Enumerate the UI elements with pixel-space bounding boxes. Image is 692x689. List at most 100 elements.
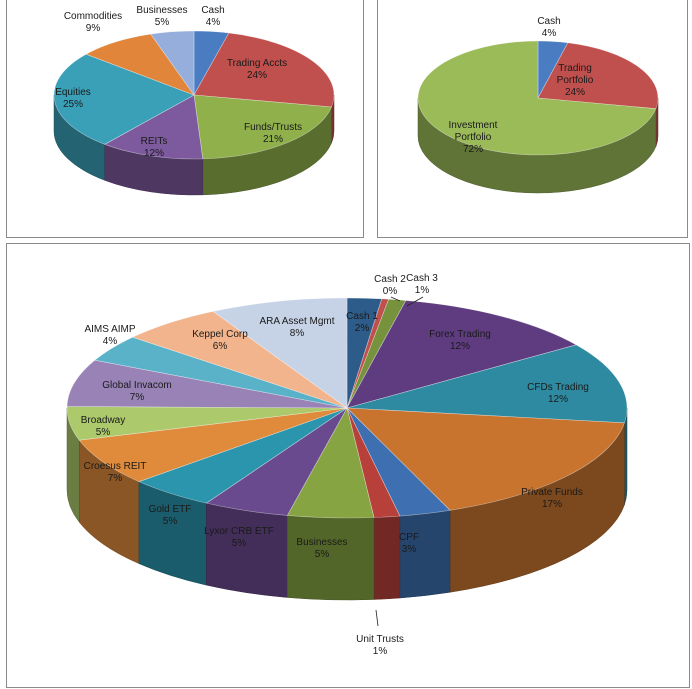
data-label-name: Cash 2 — [374, 274, 406, 285]
pie-sides — [66, 407, 628, 601]
pie-slice-forex-trading — [346, 300, 577, 409]
pie-labels: Cash4%TradingPortfolio24%InvestmentPortf… — [449, 16, 594, 155]
pie-side-unit-trusts — [373, 515, 401, 600]
pie-slices — [417, 40, 659, 156]
data-label-name: Keppel Corp — [192, 329, 248, 340]
data-label-name: Cash — [201, 5, 224, 16]
data-label-name: Lyxor CRB ETF — [204, 526, 274, 537]
data-label-value: 1% — [415, 285, 430, 296]
data-label-value: 4% — [103, 336, 118, 347]
data-label-cash-1: Cash 12% — [346, 311, 378, 334]
data-label-cash-2: Cash 20% — [374, 274, 406, 302]
data-label-value: 1% — [373, 646, 388, 657]
pie-chart-holdings: Cash 12%Cash 20%Cash 31%Forex Trading12%… — [66, 273, 628, 657]
data-label-name: Commodities — [64, 11, 122, 22]
pie-slice-croesus-reit — [78, 407, 348, 482]
pie-slice-commodities — [85, 33, 195, 96]
data-label-value: 5% — [315, 549, 330, 560]
pie-labels: Cash 12%Cash 20%Cash 31%Forex Trading12%… — [81, 273, 589, 657]
chart-panel-asset-classes: Cash 4% Trading Accts 24% Funds/Trusts 21% REI… — [6, 0, 364, 238]
data-label-name: CPF — [399, 532, 419, 543]
data-label-value: 5% — [163, 516, 178, 527]
data-label-name: Equities — [55, 87, 91, 98]
chart-panel-portfolio-split: Cash 4% Trading Portfolio 24% Investment Portf… — [377, 0, 688, 238]
chart-panel-holdings: Cash 1 2% Cash 2 0% Cash 3 1% Forex Trading 12%… — [6, 243, 690, 688]
data-label-cash-3: Cash 31% — [406, 273, 438, 307]
data-label-name: REITs — [141, 136, 168, 147]
data-label-name: Portfolio — [455, 132, 492, 143]
data-label-value: 17% — [542, 499, 562, 510]
data-label-name: Businesses — [296, 537, 347, 548]
pie-slice-reits — [104, 94, 204, 160]
pie-chart-portfolio-split: Cash4%TradingPortfolio24%InvestmentPortf… — [417, 16, 659, 194]
data-label-name: Broadway — [81, 415, 125, 426]
data-label-name: Global Invacom — [102, 380, 171, 391]
pie-slices — [66, 297, 628, 519]
data-label-name: ARA Asset Mgmt — [259, 316, 334, 327]
data-label-name: Investment — [449, 120, 498, 131]
data-label-value: 7% — [130, 392, 145, 403]
data-label-name: Unit Trusts — [356, 634, 404, 645]
pie-slice-investment-portfolio — [417, 40, 657, 156]
data-label-value: 4% — [542, 28, 557, 39]
data-label-value: 6% — [213, 341, 228, 352]
data-label-value: 5% — [96, 427, 111, 438]
data-label-value: 12% — [548, 394, 568, 405]
data-label-name: Portfolio — [557, 75, 594, 86]
data-label-value: 24% — [565, 87, 585, 98]
pie-slice-trading-portfolio — [537, 42, 659, 109]
data-label-name: Gold ETF — [149, 504, 192, 515]
pie-slice-ara-asset-mgmt — [212, 297, 348, 409]
data-label-value: 3% — [402, 544, 417, 555]
data-label-value: 8% — [290, 328, 305, 339]
pie-slices — [53, 30, 335, 160]
data-label-name: Forex Trading — [429, 329, 491, 340]
data-label-name: Trading Accts — [227, 58, 287, 69]
data-label-value: 72% — [463, 144, 483, 155]
data-label-value: 21% — [263, 134, 283, 145]
data-label-name: Cash 1 — [346, 311, 378, 322]
data-label-value: 25% — [63, 99, 83, 110]
data-label-value: 24% — [247, 70, 267, 81]
pie-slice-equities — [53, 53, 195, 145]
data-label-name: Private Funds — [521, 487, 583, 498]
data-label-name: Cash — [537, 16, 560, 27]
data-label-value: 4% — [206, 17, 221, 28]
pie-slice-trading-accts — [193, 32, 335, 108]
data-label-name: Croesus REIT — [84, 461, 147, 472]
data-label-value: 5% — [232, 538, 247, 549]
leader-line — [390, 296, 401, 302]
pie-slice-private-funds — [346, 407, 625, 511]
data-label-value: 9% — [86, 23, 101, 34]
data-label-name: Trading — [558, 63, 592, 74]
data-label-value: 2% — [355, 323, 370, 334]
data-label-value: 12% — [144, 148, 164, 159]
leader-line — [375, 609, 379, 627]
data-label-name: Businesses — [136, 5, 187, 16]
data-label-name: Funds/Trusts — [244, 122, 302, 133]
pie-slice-cfds-trading — [346, 344, 628, 424]
data-label-value: 12% — [450, 341, 470, 352]
data-label-name: CFDs Trading — [527, 382, 589, 393]
